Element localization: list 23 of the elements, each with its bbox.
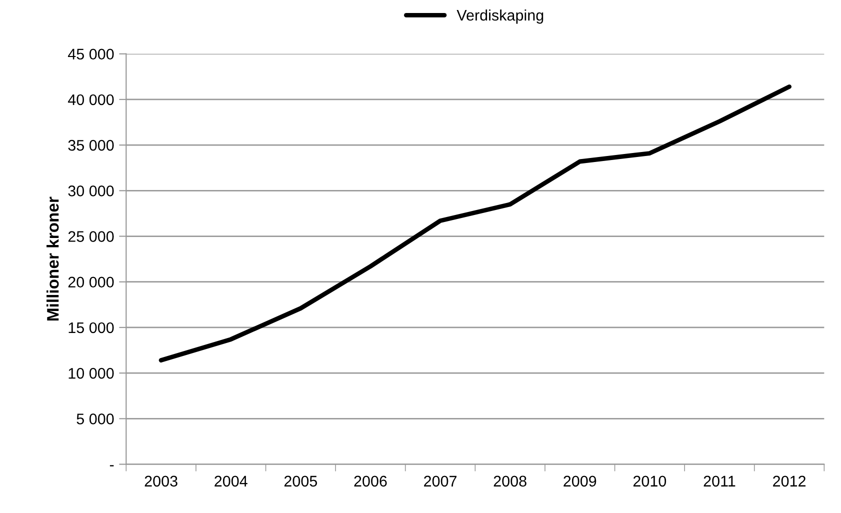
x-tick-label: 2012 <box>773 476 806 487</box>
x-tick-label: 2007 <box>424 476 456 487</box>
y-tick-label: 30 000 <box>68 186 114 196</box>
x-tick-label: 2010 <box>633 476 666 487</box>
y-tick-label: - <box>110 465 114 466</box>
line-series <box>158 84 792 363</box>
x-tick-label: 2004 <box>214 476 248 487</box>
y-tick-label: 10 000 <box>68 368 114 379</box>
y-tick-label: 40 000 <box>68 94 114 106</box>
x-tick-label: 2009 <box>564 476 596 487</box>
x-tick-label: 2011 <box>704 476 736 487</box>
x-tick-label: 2008 <box>494 476 526 487</box>
y-tick-label: 45 000 <box>68 48 114 60</box>
x-tick-label: 2005 <box>284 476 318 487</box>
x-tick-label: 2006 <box>354 476 387 487</box>
y-axis-title: Millioner kroner <box>46 196 59 320</box>
y-tick-label: 25 000 <box>68 231 114 242</box>
y-tick-label: 20 000 <box>68 276 114 288</box>
legend-label: Verdiskaping <box>456 9 544 24</box>
y-tick-label: 5 000 <box>76 414 114 424</box>
x-tick-label: 2003 <box>144 476 178 487</box>
y-tick-label: 15 000 <box>68 322 114 334</box>
y-tick-label: 35 000 <box>68 140 114 151</box>
